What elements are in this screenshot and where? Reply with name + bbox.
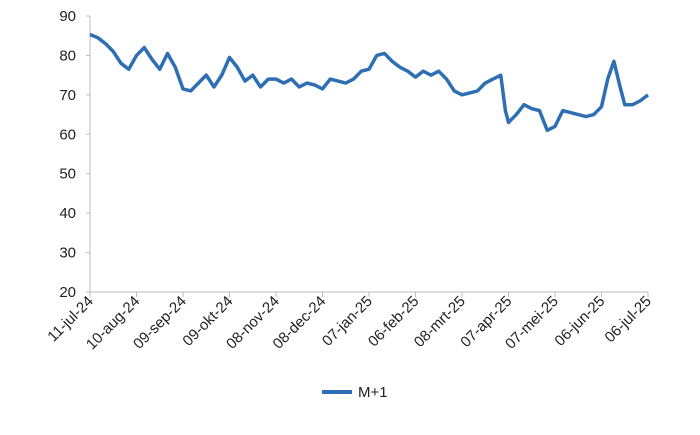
- x-tick-label: 06-jun-25: [551, 293, 608, 350]
- y-tick-label: 90: [59, 8, 76, 25]
- legend-item: M+1: [322, 384, 388, 401]
- x-tick-label: 06-jul-25: [602, 293, 655, 346]
- y-tick-label: 60: [59, 126, 76, 143]
- y-tick-label: 70: [59, 87, 76, 104]
- y-tick-label: 80: [59, 47, 76, 64]
- y-tick-label: 50: [59, 166, 76, 183]
- legend-label: M+1: [358, 384, 388, 401]
- series-line: [89, 32, 650, 133]
- y-tick-label: 30: [59, 245, 76, 262]
- y-tick-label: 20: [59, 284, 76, 301]
- y-tick-label: 40: [59, 205, 76, 222]
